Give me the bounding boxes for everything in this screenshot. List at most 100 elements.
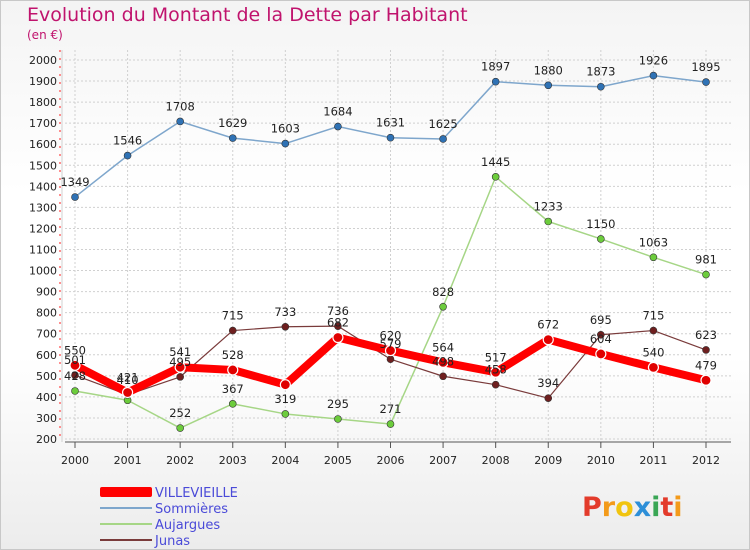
x-tick-label: 2007: [429, 454, 457, 467]
y-tick-label: 1000: [29, 265, 57, 278]
x-tick-label: 2012: [692, 454, 720, 467]
data-point: [439, 302, 447, 311]
data-label: 1349: [60, 175, 89, 189]
data-point: [491, 380, 500, 389]
data-label: 1629: [218, 116, 247, 130]
data-point: [386, 355, 395, 363]
logo-letter: r: [602, 492, 616, 523]
data-label: 733: [274, 305, 296, 319]
data-point: [437, 356, 449, 368]
y-tick-label: 1100: [29, 244, 57, 257]
data-point: [544, 217, 553, 226]
data-point: [334, 322, 342, 330]
data-point: [69, 359, 81, 371]
data-point: [228, 400, 237, 408]
y-tick-label: 900: [36, 286, 57, 299]
logo-letter: t: [660, 492, 673, 523]
data-point: [595, 348, 607, 360]
data-point: [386, 420, 395, 428]
data-label: 1873: [586, 65, 615, 79]
y-tick-label: 1200: [29, 222, 57, 235]
data-label: 1708: [166, 99, 195, 113]
x-tick-label: 2010: [587, 454, 615, 467]
data-label: 319: [274, 392, 296, 406]
logo-letter: i: [651, 492, 660, 523]
data-label: 498: [432, 354, 454, 368]
series-group: [69, 71, 712, 432]
data-label: 541: [169, 345, 191, 359]
data-point: [649, 71, 658, 80]
data-point: [439, 135, 447, 143]
y-tick-label: 2000: [29, 54, 57, 67]
data-label: 428: [64, 369, 86, 383]
data-label: 620: [380, 329, 402, 343]
x-tick-label: 2000: [61, 454, 89, 467]
y-tick-label: 1700: [29, 117, 57, 130]
y-tick-label: 500: [36, 370, 57, 383]
chart-subtitle: (en €): [27, 28, 63, 42]
data-point: [176, 424, 184, 432]
data-label: 1897: [481, 60, 510, 74]
data-label: 1631: [376, 116, 405, 130]
x-tick-label: 2005: [324, 454, 352, 467]
data-label: 458: [485, 363, 507, 377]
data-point: [279, 379, 291, 391]
x-tick-label: 2008: [482, 454, 510, 467]
data-label: 672: [537, 318, 559, 332]
data-point: [384, 344, 397, 357]
data-label: 1625: [428, 117, 457, 131]
data-point: [491, 77, 500, 86]
y-tick-label: 600: [36, 349, 57, 362]
data-point: [228, 134, 237, 142]
data-point: [281, 139, 290, 148]
data-point: [123, 151, 132, 160]
data-point: [332, 331, 344, 344]
y-tick-label: 1600: [29, 138, 57, 151]
data-label: 1445: [481, 155, 510, 169]
data-label: 394: [537, 376, 559, 390]
data-label: 517: [485, 350, 507, 364]
logo-letter: P: [582, 492, 602, 523]
data-point: [121, 386, 134, 399]
y-tick-label: 1900: [29, 75, 57, 88]
data-point: [334, 415, 342, 423]
data-point: [649, 253, 658, 262]
data-label: 682: [327, 316, 349, 330]
y-tick-label: 200: [36, 433, 57, 446]
y-tick-label: 800: [36, 307, 57, 320]
logo-text: Proxiti: [582, 492, 683, 523]
data-label: 367: [222, 382, 244, 396]
data-point: [702, 78, 710, 86]
y-tick-label: 300: [36, 412, 57, 425]
data-label: 736: [327, 304, 349, 318]
data-point: [174, 361, 186, 373]
y-tick-label: 1500: [29, 159, 57, 172]
x-tick-label: 2009: [534, 454, 562, 467]
logo-letter: o: [615, 492, 634, 523]
legend-swatch: [100, 487, 152, 497]
x-tick-label: 2003: [219, 454, 247, 467]
data-point: [597, 235, 605, 243]
data-label: 540: [642, 345, 664, 359]
data-point: [702, 346, 710, 354]
data-point: [439, 372, 447, 381]
x-tick-label: 2001: [114, 454, 142, 467]
x-tick-label: 2006: [377, 454, 405, 467]
data-label: 715: [222, 309, 244, 323]
data-point: [597, 330, 605, 339]
data-label: 479: [695, 358, 717, 372]
y-tick-label: 1300: [29, 201, 57, 214]
chart-title: Evolution du Montant de la Dette par Hab…: [27, 4, 468, 26]
data-label: 579: [380, 337, 402, 351]
x-tick-label: 2011: [639, 454, 667, 467]
data-label: 271: [380, 402, 402, 416]
data-label: 1063: [639, 235, 668, 249]
data-point: [281, 322, 290, 331]
data-label: 828: [432, 285, 454, 299]
data-point: [334, 122, 342, 131]
y-tick-label: 700: [36, 328, 57, 341]
data-point: [71, 387, 79, 395]
data-point: [71, 371, 79, 380]
data-point: [544, 81, 553, 90]
